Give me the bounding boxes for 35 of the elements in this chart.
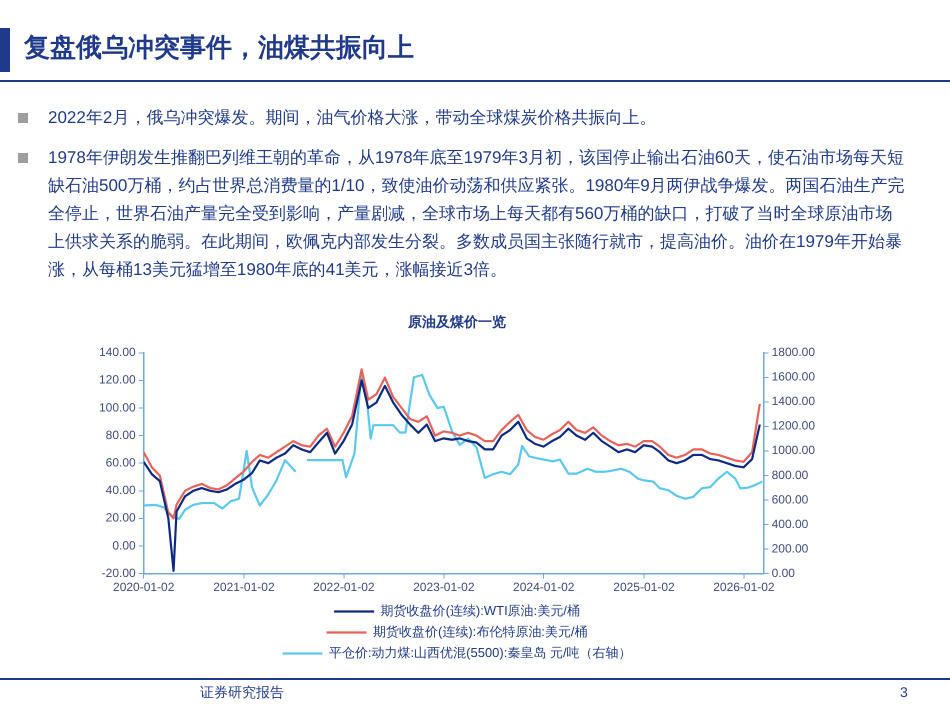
x-tick-label: 2025-01-02 [613,580,675,594]
y-tick-label: 140.00 [99,345,136,360]
y2-tick-label: 0.00 [772,566,796,580]
legend-label: 期货收盘价(连续):布伦特原油:美元/桶 [373,624,588,640]
y2-tick-label: 1200.00 [772,418,816,433]
y2-tick-label: 1600.00 [772,370,816,384]
y-tick-label: 100.00 [99,400,136,414]
legend-label: 期货收盘价(连续):WTI原油:美元/桶 [380,603,580,618]
chart-title: 复盘俄乌冲突事件，油煤共振向上 [24,31,414,64]
y-tick-label: -20.00 [102,566,136,580]
y2-tick-label: 1400.00 [772,394,816,408]
text: 证券研究报告 [200,684,284,702]
y2-tick-label: 1000.00 [772,443,816,458]
y2-tick-label: 800.00 [772,468,809,482]
y2-tick-label: 200.00 [772,541,809,556]
y-tick-label: 80.00 [106,428,136,442]
x-tick-label: 2020-01-02 [113,580,175,594]
text: 3 [900,684,908,700]
x-tick-label: 2024-01-02 [513,580,575,594]
y-tick-label: 60.00 [106,456,136,470]
text: 2022年2月，俄乌冲突爆发。期间，油气价格大涨，带动全球煤炭价格共振向上。 [48,108,656,127]
y-tick-label: 20.00 [106,510,136,525]
x-tick-label: 2023-01-02 [413,580,475,594]
legend-label: 平仓价:动力煤:山西优混(5500):秦皇岛 元/吨（右轴） [328,645,632,660]
x-tick-label: 2021-01-02 [213,580,275,594]
text: 1978年伊朗发生推翻巴列维王朝的革命，从1978年底至1979年3月初，该国停止输出石油60天，使石油市场每天短缺石油500万桶，约占世界总消费量的1/10，致使油价动荡和供应紧张。1980年9月两伊战争爆发。两国石油生产完全停止，世界石油产量完全受到影响，产量剧减，全球市场上每天都有560万桶的缺口，打破了当时全球原油市场上供求关系的脆弱。在此期间，欧佩克内部发生分裂。多数成员国主张随行就市，提高油价。油价在1979年开始暴涨，从每桶13美元猛增至1980年底的41美元，涨幅接近3倍。 [48,148,905,279]
x-tick-label: 2022-01-02 [313,580,375,594]
y2-tick-label: 1800.00 [772,345,816,360]
x-tick-label: 2026-01-02 [713,580,775,594]
chart-subtitle: 原油及煤价一览 [407,313,506,330]
y2-tick-label: 600.00 [772,492,809,506]
y-tick-label: 0.00 [112,538,136,552]
y-tick-label: 40.00 [106,483,136,498]
y2-tick-label: 400.00 [772,516,809,531]
y-tick-label: 120.00 [99,372,136,387]
